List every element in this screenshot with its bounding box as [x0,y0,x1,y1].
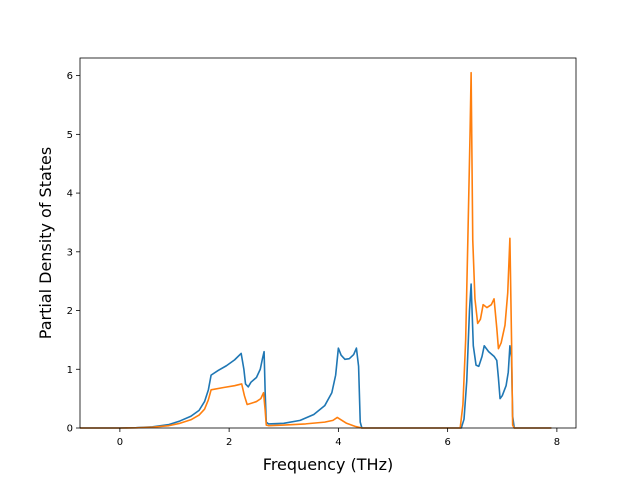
y-tick-label: 0 [67,424,73,435]
y-axis-label: Partial Density of States [36,147,55,339]
x-tick-label: 2 [226,437,232,448]
series-line-2 [80,71,552,429]
y-tick-label: 2 [67,306,73,317]
series-line-1 [80,283,552,429]
y-axis: 0 1 2 3 4 5 6 [67,71,80,435]
y-tick-label: 5 [67,130,73,141]
y-tick-label: 3 [67,247,73,258]
x-axis-label: Frequency (THz) [263,455,393,474]
y-tick-label: 4 [67,189,73,200]
x-axis: 0 2 4 6 8 [117,428,560,448]
x-tick-label: 0 [117,437,123,448]
x-tick-label: 4 [335,437,341,448]
y-tick-label: 6 [67,71,73,82]
axes-frame [79,57,577,429]
y-tick-label: 1 [67,365,73,376]
x-tick-label: 8 [554,437,560,448]
series-layer [80,71,552,429]
x-tick-label: 6 [444,437,450,448]
